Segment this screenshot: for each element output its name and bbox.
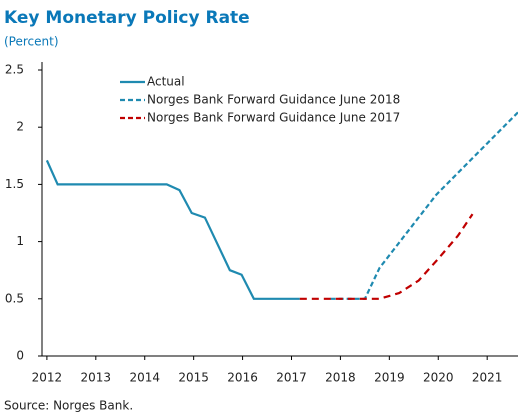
y-tick-label: 2 — [16, 120, 24, 134]
chart-subtitle: (Percent) — [4, 35, 59, 49]
legend-label: Norges Bank Forward Guidance June 2018 — [147, 93, 400, 107]
y-tick-label: 1.5 — [5, 177, 24, 191]
series-line — [45, 159, 300, 300]
legend-label: Actual — [147, 75, 185, 89]
y-tick-label: 0.5 — [5, 291, 24, 305]
series-line — [299, 213, 474, 300]
x-tick-label: 2016 — [227, 371, 258, 385]
x-tick-label: 2012 — [32, 371, 63, 385]
x-tick-label: 2019 — [374, 371, 405, 385]
x-tick-label: 2015 — [178, 371, 209, 385]
series-line — [330, 111, 518, 300]
x-tick-label: 2021 — [472, 371, 503, 385]
y-tick-label: 1 — [16, 234, 24, 248]
y-tick-label: 0 — [16, 349, 24, 363]
y-tick-label: 2.5 — [5, 63, 24, 77]
source: Source: Norges Bank. — [4, 399, 133, 413]
legend-label: Norges Bank Forward Guidance June 2017 — [147, 111, 400, 125]
x-tick-label: 2020 — [423, 371, 454, 385]
x-tick-label: 2014 — [129, 371, 160, 385]
x-tick-label: 2017 — [276, 371, 307, 385]
x-tick-label: 2018 — [325, 371, 356, 385]
x-tick-label: 2013 — [81, 371, 112, 385]
chart-title: Key Monetary Policy Rate — [4, 8, 250, 28]
